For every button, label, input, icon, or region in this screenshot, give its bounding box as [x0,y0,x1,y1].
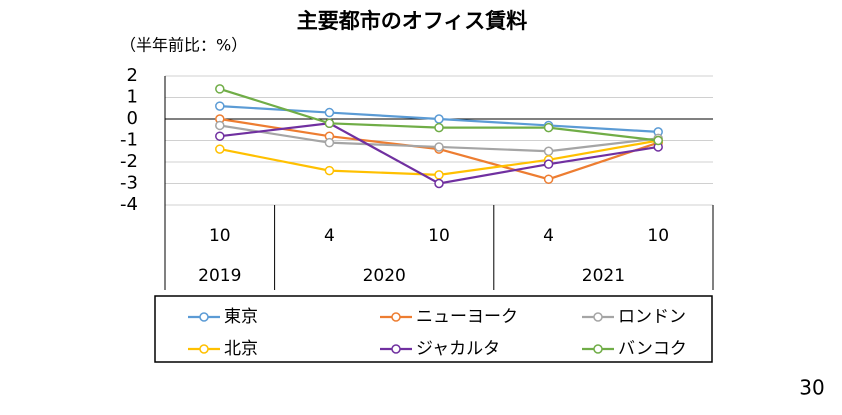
legend-marker [391,344,401,354]
y-tick-label: 0 [127,108,138,129]
data-point [653,135,663,146]
data-point [215,84,225,94]
data-point [434,178,444,189]
x-tick-label: 4 [324,226,335,246]
chart-title: 主要都市のオフィス賃料 [297,9,528,33]
data-point [324,118,335,129]
data-point [324,165,335,176]
y-tick-label: -1 [120,130,138,151]
x-tick-label: 10 [647,226,669,246]
y-tick-label: -4 [120,194,138,215]
chart-subtitle: （半年前比：%） [120,36,247,55]
legend-label: ニューヨーク [416,307,518,327]
x-tick-label: 10 [209,226,231,246]
data-point [434,170,444,180]
data-point [215,144,225,154]
data-point [543,159,554,169]
y-tick-label: 1 [127,87,138,108]
legend-marker [199,312,209,322]
y-tick-label: -2 [120,151,138,172]
legend-box [154,295,713,363]
data-point [324,107,335,118]
data-point [434,114,444,124]
legend-marker [391,312,401,322]
data-point [434,122,444,133]
data-point [215,120,225,131]
x-group-label: 2021 [582,266,625,286]
page-number: 30 [799,376,824,400]
x-group-label: 2020 [363,266,406,286]
data-point [543,146,554,156]
legend-label: 北京 [224,339,258,359]
legend-marker [199,344,209,354]
data-point [434,142,444,152]
y-tick-label: -3 [120,173,138,194]
data-point [543,122,554,133]
legend-marker [593,312,603,322]
legend-label: ジャカルタ [416,339,500,359]
data-point [324,137,335,148]
x-tick-label: 10 [428,226,450,246]
legend-label: ロンドン [618,307,686,327]
legend-label: 東京 [224,307,258,327]
data-point [215,101,225,111]
legend-marker [593,344,603,354]
data-point [215,131,225,141]
data-point [543,174,554,184]
x-group-label: 2019 [198,266,241,286]
y-tick-label: 2 [127,65,138,86]
legend-label: バンコク [618,339,687,359]
x-tick-label: 4 [543,226,554,246]
